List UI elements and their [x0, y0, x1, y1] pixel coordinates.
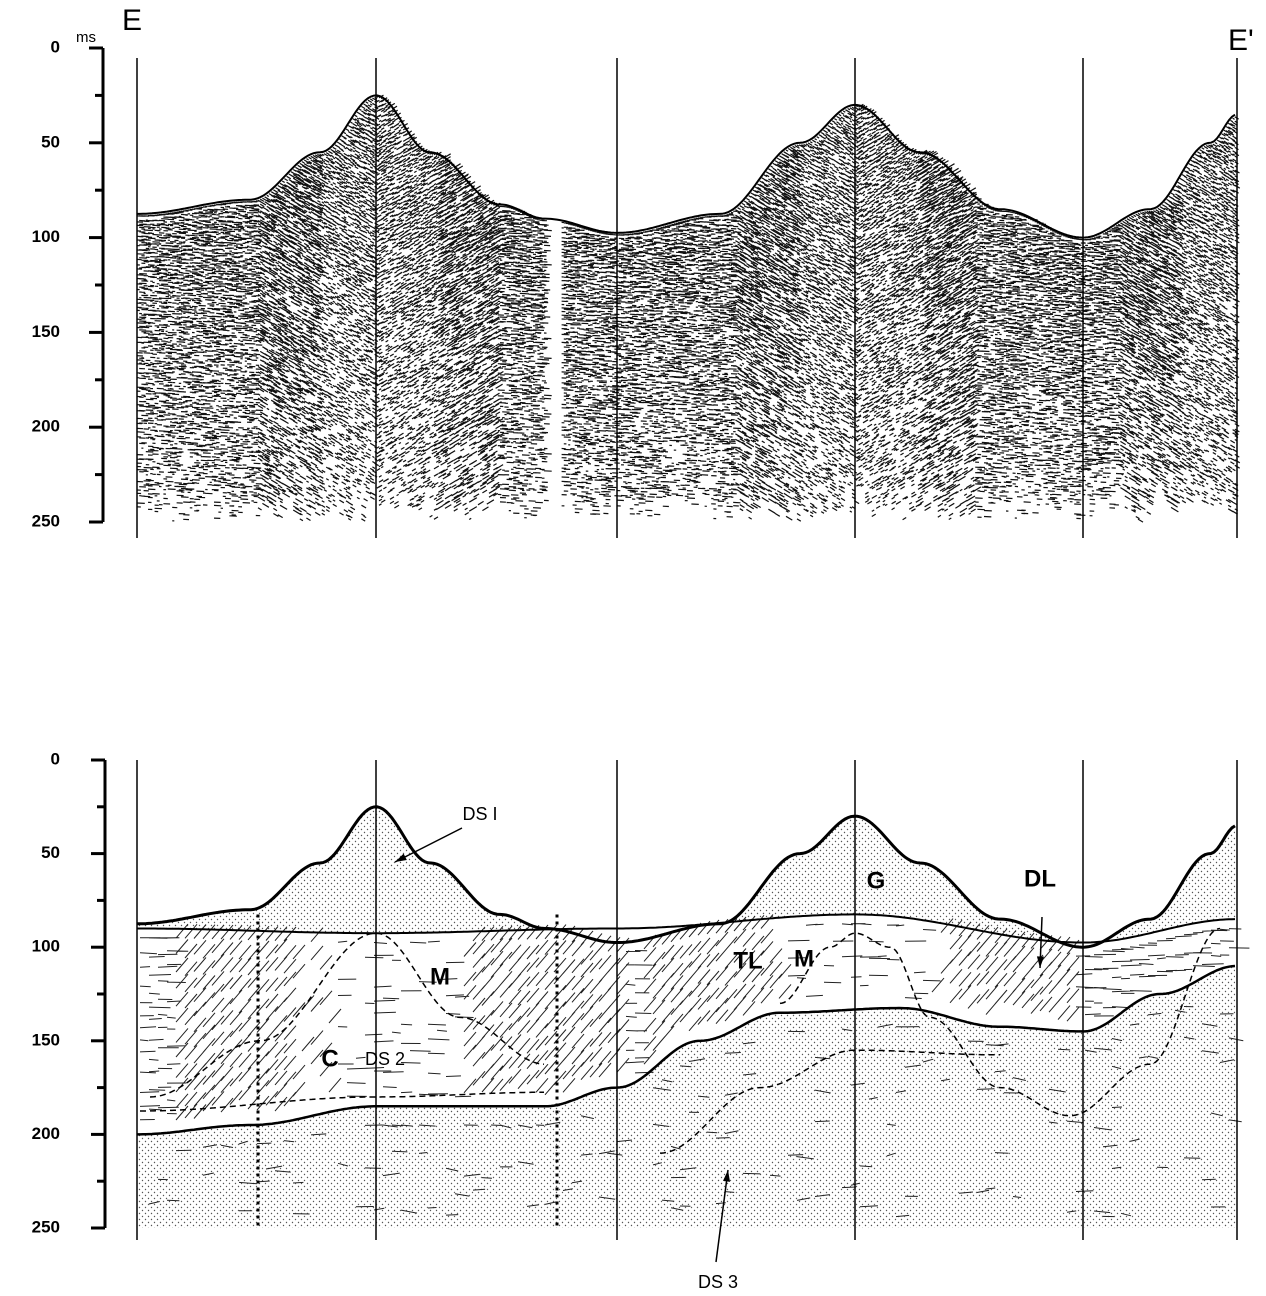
boundary-m	[149, 932, 545, 1098]
annotation: DS I	[462, 804, 497, 824]
end-label: E'	[1228, 24, 1254, 57]
y-tick-label: 250	[32, 511, 60, 530]
arrowhead	[395, 853, 407, 862]
annotation: M	[430, 963, 450, 990]
y-tick-label: 50	[41, 843, 60, 862]
ds1-unit	[137, 806, 1237, 948]
start-label: E	[122, 4, 142, 37]
annotation: DS 3	[698, 1272, 738, 1292]
arrow	[394, 827, 463, 863]
boundary-ds2	[140, 1091, 544, 1112]
arrow	[715, 1169, 729, 1263]
annotation: DS 2	[365, 1049, 405, 1069]
y-tick-label: 0	[51, 749, 60, 768]
annotation: DL	[1024, 865, 1056, 892]
seafloor	[137, 94, 1236, 239]
boundary-m	[779, 927, 1221, 1117]
y-tick-label: 0	[51, 37, 60, 56]
seafloor	[137, 805, 1236, 949]
y-tick-label: 50	[41, 132, 60, 151]
panels: 0 50 100 150 200 250 0 50 100 150 200 250 DS I M C DS 2…	[32, 37, 1250, 1292]
seismic-reflections	[136, 94, 1241, 523]
arrowhead	[723, 1170, 731, 1182]
annotation: TL	[733, 947, 762, 974]
arrowhead	[1036, 956, 1044, 968]
reflector-hatching	[139, 914, 1250, 1218]
y-tick-label: 200	[32, 1124, 60, 1143]
horizon	[137, 913, 1236, 944]
ds3-unit	[137, 966, 1237, 1228]
annotation: C	[321, 1045, 338, 1072]
y-tick-label: 250	[32, 1217, 60, 1236]
annotation: M	[794, 945, 814, 972]
unit-label: ms	[76, 29, 96, 46]
horizon	[137, 964, 1236, 1136]
y-tick-label: 100	[32, 937, 60, 956]
annotation: G	[867, 867, 886, 894]
y-tick-label: 150	[32, 1030, 60, 1049]
boundary-ds3	[660, 1049, 1000, 1154]
y-tick-label: 200	[32, 417, 60, 436]
y-tick-label: 100	[32, 227, 60, 246]
y-tick-label: 150	[32, 322, 60, 341]
